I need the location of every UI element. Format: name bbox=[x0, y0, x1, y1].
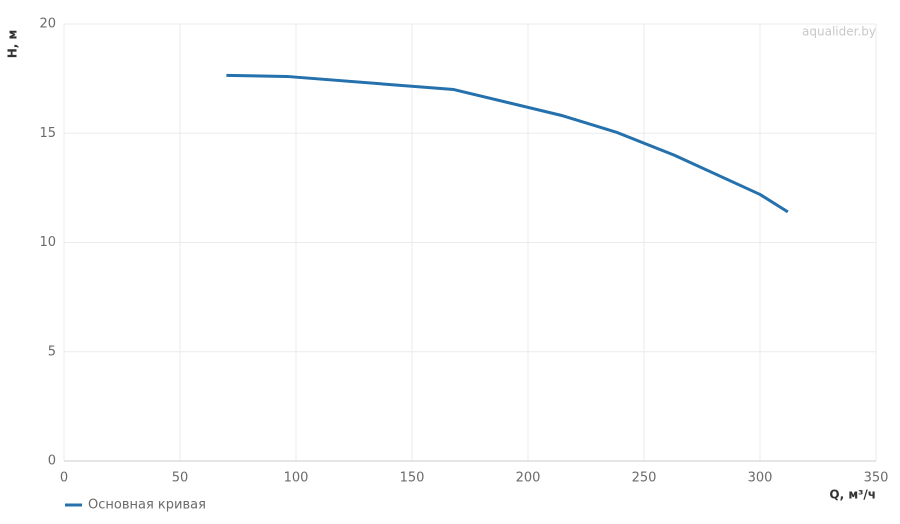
y-tick-label: 10 bbox=[39, 235, 56, 250]
x-tick-label: 0 bbox=[60, 471, 68, 486]
watermark: aqualider.by bbox=[802, 25, 876, 39]
x-tick-label: 300 bbox=[748, 471, 773, 486]
x-tick-label: 350 bbox=[864, 471, 889, 486]
x-tick-label: 50 bbox=[172, 471, 189, 486]
x-tick-label: 200 bbox=[516, 471, 541, 486]
y-tick-label: 20 bbox=[39, 17, 56, 32]
y-tick-label: 5 bbox=[48, 344, 56, 359]
x-axis-title: Q, м³/ч bbox=[829, 488, 876, 502]
y-tick-label: 0 bbox=[48, 454, 56, 469]
y-axis-title: H, м bbox=[6, 30, 20, 59]
y-tick-label: 15 bbox=[39, 126, 56, 141]
x-tick-label: 250 bbox=[632, 471, 657, 486]
line-series bbox=[226, 73, 789, 214]
x-tick-label: 100 bbox=[284, 471, 309, 486]
legend-label: Основная кривая bbox=[88, 498, 206, 513]
x-tick-label: 150 bbox=[400, 471, 425, 486]
